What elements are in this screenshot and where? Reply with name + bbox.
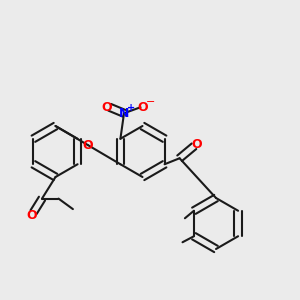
Text: −: − — [146, 97, 155, 107]
Text: O: O — [82, 139, 93, 152]
Text: O: O — [101, 101, 112, 114]
Text: N: N — [119, 107, 129, 120]
Text: O: O — [192, 138, 202, 151]
Text: O: O — [138, 101, 148, 114]
Text: O: O — [26, 208, 37, 222]
Text: +: + — [127, 103, 135, 113]
